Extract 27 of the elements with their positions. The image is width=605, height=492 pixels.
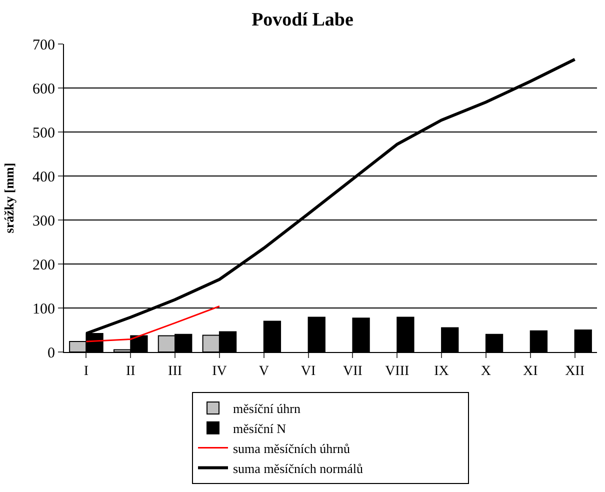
line-series [85, 305, 220, 342]
chart-title: Povodí Labe [252, 10, 354, 31]
x-tick-label: VII [342, 364, 363, 379]
y-tick-label: 100 [32, 301, 55, 318]
y-axis-title: srážky [mm] [1, 162, 16, 234]
y-tick-label: 200 [32, 257, 55, 274]
x-tick-label: V [258, 364, 269, 379]
y-tick-label: 600 [32, 81, 55, 98]
legend-label: měsíční úhrn [233, 401, 302, 416]
x-tick-label: VIII [385, 364, 410, 379]
legend-label: suma měsíčních normálů [233, 460, 364, 476]
x-tick-label: II [126, 364, 136, 379]
x-tick-label: I [84, 364, 89, 379]
y-tick-label: 0 [48, 345, 55, 362]
x-tick-label: XII [565, 364, 585, 379]
x-tick-label: VI [300, 364, 316, 379]
x-tick-label: III [168, 364, 182, 379]
legend-label: suma měsíčních úhrnů [233, 440, 350, 456]
x-tick-label: IX [434, 364, 449, 379]
x-tick-label: X [480, 364, 492, 379]
y-tick-label: 300 [32, 213, 55, 230]
x-tick-label: XI [522, 364, 538, 379]
y-tick-label: 700 [32, 37, 55, 54]
y-tick-label: 400 [32, 169, 55, 186]
x-tick-label: IV [212, 364, 227, 379]
legend-label: měsíční N [233, 420, 287, 436]
y-tick-label: 500 [32, 125, 55, 142]
